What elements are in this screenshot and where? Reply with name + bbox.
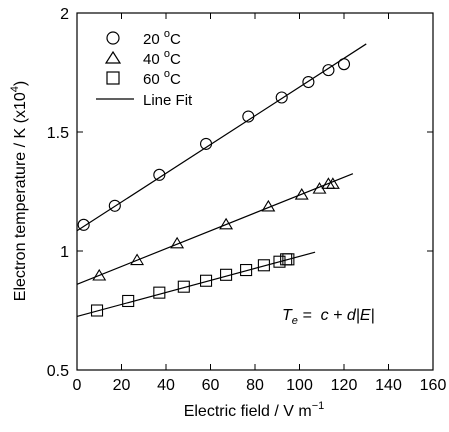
x-tick-label: 140 [375,377,402,394]
data-point-circle [337,58,351,71]
data-point-triangle [92,268,107,281]
data-point-triangle [325,177,340,189]
x-tick-label: 60 [202,377,220,394]
x-axis-title: Electric field / V m−1 [184,400,325,420]
data-point-square [122,294,135,308]
y-axis-title-superscript: 4 [9,86,21,92]
fit-line-triangle [76,173,354,285]
data-point-square [257,259,270,272]
data-point-circle [153,168,166,181]
data-point-triangle [130,253,145,266]
data-point-circle [108,199,121,212]
x-tick-label: 40 [157,377,175,394]
data-point-circle [77,218,90,231]
x-tick-label: 120 [331,377,358,394]
fit-equation: Te = c + d|E| [282,307,375,327]
data-point-square [273,255,286,268]
x-tick-label: 100 [286,377,313,394]
legend-marker-square [106,71,120,85]
data-point-triangle [294,188,309,200]
y-tick-label: 1 [60,244,69,261]
legend: 20 oC 40 oC 60 oC Line Fit [96,28,193,109]
legend-label-line-fit: Line Fit [143,92,193,109]
data-point-square [200,274,213,287]
data-point-circle [200,137,213,150]
y-tick-label: 1.5 [47,125,69,142]
legend-label-60c: 60 oC [143,68,181,88]
data-point-circle [302,75,315,89]
plot-frame [76,12,434,371]
data-point-circle [275,91,288,104]
y-tick-label: 0.5 [47,363,69,380]
data-point-square [282,253,295,266]
y-tick-label: 2 [60,6,69,23]
data-point-triangle [261,199,276,212]
fit-line-circle [76,43,367,232]
data-point-circle [242,110,255,123]
x-tick-label: 80 [246,377,264,394]
data-point-circle [322,64,335,77]
legend-label-20c: 20 oC [143,28,181,48]
y-axis-title: Electron temperature / K (x104) [9,81,29,301]
x-tick-label: 160 [420,377,447,394]
data-point-square [153,286,166,299]
legend-marker-circle [106,31,120,45]
legend-marker-triangle [104,50,122,64]
x-tick-label: 20 [113,377,131,394]
data-point-triangle [170,236,185,249]
fit-line-square [76,251,316,318]
data-point-square [240,263,253,277]
data-point-square [90,304,104,317]
data-point-square [220,268,233,281]
plot-area: 0 20 40 60 80 100 120 140 160 0.5 1 1.5 2 [47,6,447,394]
data-point-square [177,280,190,293]
x-axis-title-superscript: −1 [312,400,325,412]
legend-label-40c: 40 oC [143,48,181,68]
data-point-triangle [219,217,234,230]
x-tick-label: 0 [73,377,82,394]
